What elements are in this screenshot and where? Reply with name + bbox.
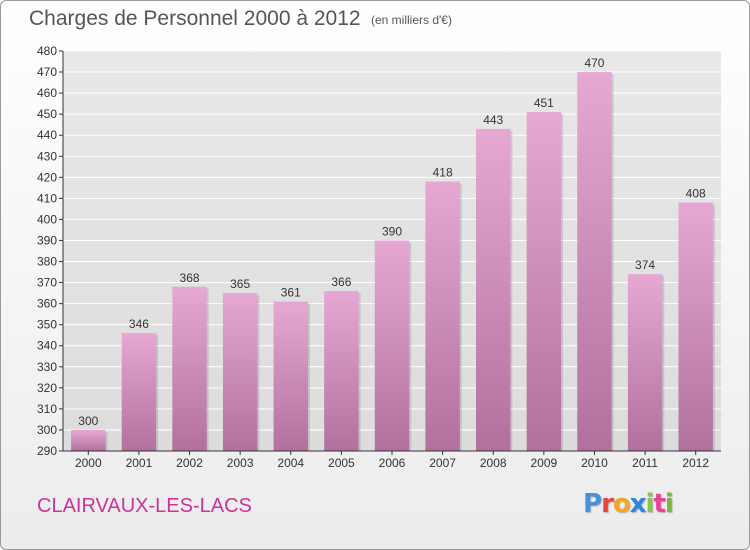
x-tick-label: 2009 [530,456,557,470]
x-tick-label: 2003 [227,456,254,470]
y-tick-label: 440 [37,128,57,142]
y-tick-label: 380 [37,255,57,269]
bar-value-label: 300 [78,414,98,428]
x-tick-label: 2011 [632,456,658,470]
proxiti-logo[interactable]: Proxiti [583,489,674,519]
y-tick-label: 330 [37,360,57,374]
y-tick-label: 400 [37,212,57,226]
y-tick-label: 360 [37,297,57,311]
logo-letter: r [601,489,614,519]
location-name: CLAIRVAUX-LES-LACS [37,495,252,517]
bar-value-label: 470 [584,56,604,70]
bar-value-label: 346 [129,317,149,331]
y-tick-label: 290 [37,444,57,458]
bar-value-label: 365 [230,277,250,291]
y-tick-label: 300 [37,423,57,437]
x-tick-label: 2004 [277,456,304,470]
bar [476,128,511,451]
x-tick-label: 2002 [176,456,203,470]
y-tick-label: 450 [37,107,57,121]
y-tick-label: 350 [37,318,57,332]
logo-letter: o [612,489,631,519]
logo-letter: i [664,489,674,519]
bar [678,202,713,451]
bar [627,274,663,451]
bar-value-label: 443 [483,113,503,127]
bar-value-label: 418 [433,166,453,180]
bar-value-label: 366 [331,275,351,289]
y-tick-label: 310 [37,402,57,416]
logo-letter: x [629,489,647,519]
bar [526,112,562,451]
bar-value-label: 361 [281,286,301,300]
bar [121,333,157,451]
logo-letter: P [583,489,602,519]
bar-value-label: 390 [382,224,402,238]
bar-value-label: 368 [180,271,200,285]
y-tick-label: 370 [37,276,57,290]
logo-letter: t [653,489,665,519]
y-tick-label: 390 [37,233,57,247]
y-tick-label: 340 [37,339,57,353]
logo-letter: i [645,489,655,519]
bar [71,429,106,451]
y-tick-label: 480 [37,44,57,58]
bar [577,72,612,451]
bar-value-label: 374 [635,258,655,272]
bar-value-label: 408 [686,187,706,201]
x-tick-label: 2012 [682,456,709,470]
x-tick-label: 2000 [75,456,102,470]
x-tick-label: 2001 [126,456,153,470]
y-tick-label: 470 [37,65,57,79]
bar [425,181,460,452]
x-tick-label: 2010 [581,456,608,470]
bar [222,293,258,451]
x-tick-label: 2007 [429,456,456,470]
x-tick-label: 2005 [328,456,355,470]
chart-subtitle: (en milliers d'€) [371,13,452,27]
bar [273,301,308,451]
chart-title: Charges de Personnel 2000 à 2012 [29,7,361,30]
x-tick-label: 2008 [480,456,507,470]
y-tick-label: 460 [37,86,57,100]
y-tick-label: 430 [37,149,57,163]
y-tick-label: 410 [37,191,57,205]
bar-value-label: 451 [534,96,554,110]
x-tick-label: 2006 [379,456,406,470]
bar [324,291,359,451]
bar [172,286,207,451]
bar [374,240,410,451]
y-tick-label: 320 [37,381,57,395]
y-tick-label: 420 [37,170,57,184]
